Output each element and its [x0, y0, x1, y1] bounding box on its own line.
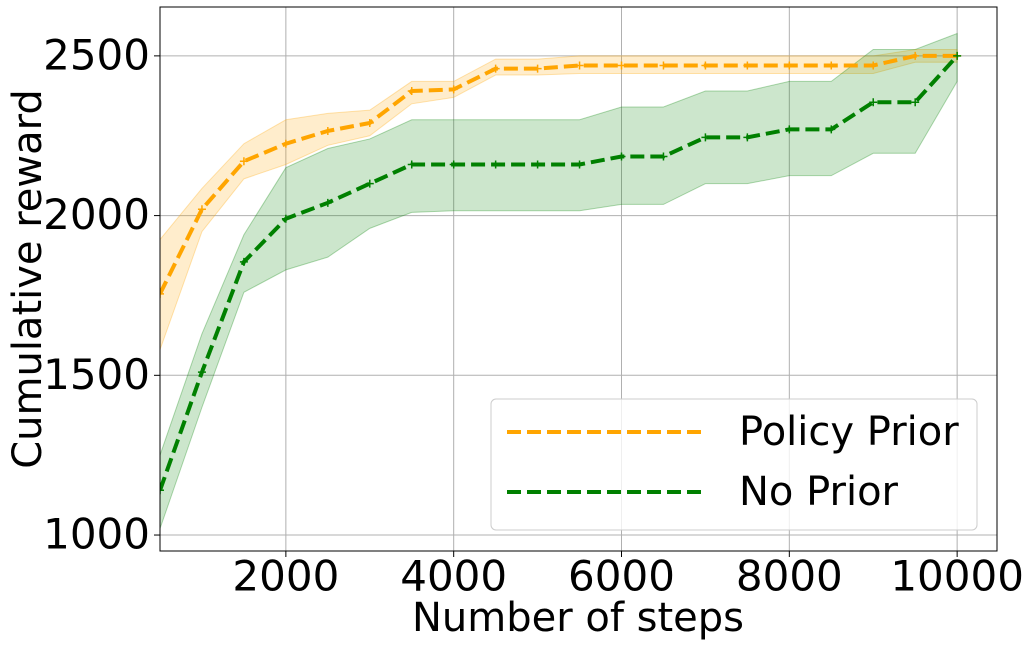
marker — [160, 289, 164, 298]
line — [160, 53, 958, 295]
marker — [743, 61, 752, 70]
y-tick-label: 2500 — [43, 30, 150, 79]
marker — [407, 160, 416, 169]
marker — [239, 157, 248, 166]
marker — [449, 160, 458, 169]
marker — [953, 51, 962, 60]
marker — [575, 160, 584, 169]
y-tick-label: 1500 — [43, 350, 150, 399]
x-tick-label: 6000 — [568, 552, 675, 601]
marker — [160, 486, 164, 495]
legend-label: No Prior — [739, 469, 899, 515]
marker — [533, 64, 542, 73]
marker — [659, 61, 668, 70]
marker — [911, 98, 920, 107]
marker — [911, 51, 920, 60]
marker — [743, 133, 752, 142]
marker — [449, 85, 458, 94]
marker — [659, 152, 668, 161]
marker — [869, 98, 878, 107]
y-axis-label: Cumulative reward — [5, 89, 51, 469]
marker — [827, 125, 836, 134]
marker — [281, 139, 290, 148]
marker — [617, 61, 626, 70]
x-tick-label: 10000 — [890, 552, 1024, 601]
marker — [701, 133, 710, 142]
plot — [160, 32, 962, 529]
marker — [197, 205, 206, 214]
marker — [491, 64, 500, 73]
marker — [785, 61, 794, 70]
y-tick-label: 1000 — [43, 510, 150, 559]
x-tick-label: 8000 — [736, 552, 843, 601]
marker — [533, 160, 542, 169]
marker — [197, 368, 206, 377]
grid — [160, 7, 997, 551]
marker — [827, 61, 836, 70]
legend: Policy Prior No Prior — [490, 398, 978, 531]
marker — [575, 61, 584, 70]
y-tick-label: 2000 — [43, 190, 150, 239]
x-axis-label: Number of steps — [412, 595, 744, 641]
marker — [281, 214, 290, 223]
marker — [701, 61, 710, 70]
marker — [323, 198, 332, 207]
marker — [407, 87, 416, 96]
line — [160, 54, 959, 491]
x-tick-label: 2000 — [232, 552, 339, 601]
marker — [617, 152, 626, 161]
marker — [239, 257, 248, 266]
marker — [365, 118, 374, 127]
confidence-band — [160, 48, 958, 350]
marker — [785, 125, 794, 134]
plot-frame — [159, 6, 998, 552]
marker — [491, 160, 500, 169]
legend-label: Policy Prior — [739, 409, 959, 455]
confidence-band — [160, 32, 958, 529]
marker — [365, 179, 374, 188]
marker — [869, 61, 878, 70]
x-tick-label: 4000 — [400, 552, 507, 601]
marker — [323, 126, 332, 135]
